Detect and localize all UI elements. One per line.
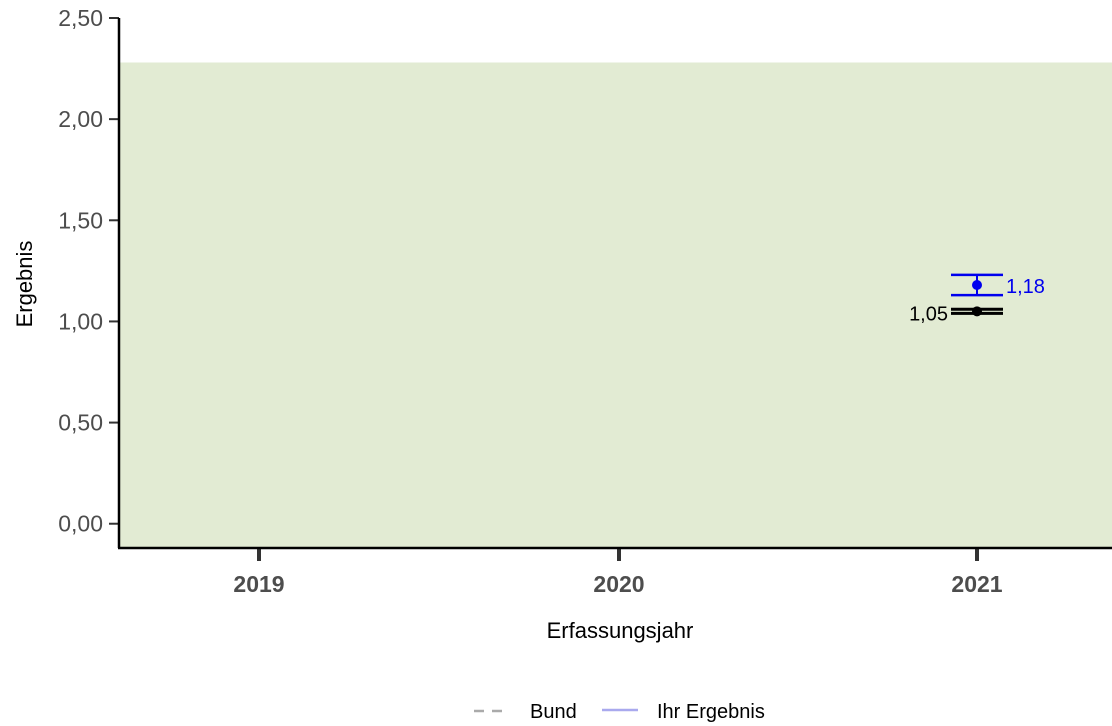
y-tick-label: 0,00 — [58, 511, 103, 537]
y-tick-label: 2,50 — [58, 5, 103, 31]
data-point — [972, 306, 982, 317]
x-tick-label: 2019 — [233, 571, 284, 597]
data-point — [972, 280, 982, 291]
y-tick-label: 1,50 — [58, 207, 103, 233]
legend: Bund Ihr Ergebnis — [474, 701, 765, 723]
x-tick-label: 2021 — [951, 571, 1002, 597]
legend-label-bund: Bund — [530, 701, 577, 723]
x-tick-label: 2020 — [593, 571, 644, 597]
x-axis-title: Erfassungsjahr — [547, 618, 694, 643]
data-label-ihr-ergebnis: 1,18 — [1006, 276, 1045, 298]
y-tick-label: 2,00 — [58, 106, 103, 132]
legend-label-ihr-ergebnis: Ihr Ergebnis — [657, 701, 765, 723]
data-label-bund: 1,05 — [909, 303, 948, 325]
reference-band — [119, 62, 1112, 549]
y-axis-title: Ergebnis — [12, 241, 37, 328]
y-tick-label: 1,00 — [58, 308, 103, 334]
y-tick-label: 0,50 — [58, 410, 103, 436]
